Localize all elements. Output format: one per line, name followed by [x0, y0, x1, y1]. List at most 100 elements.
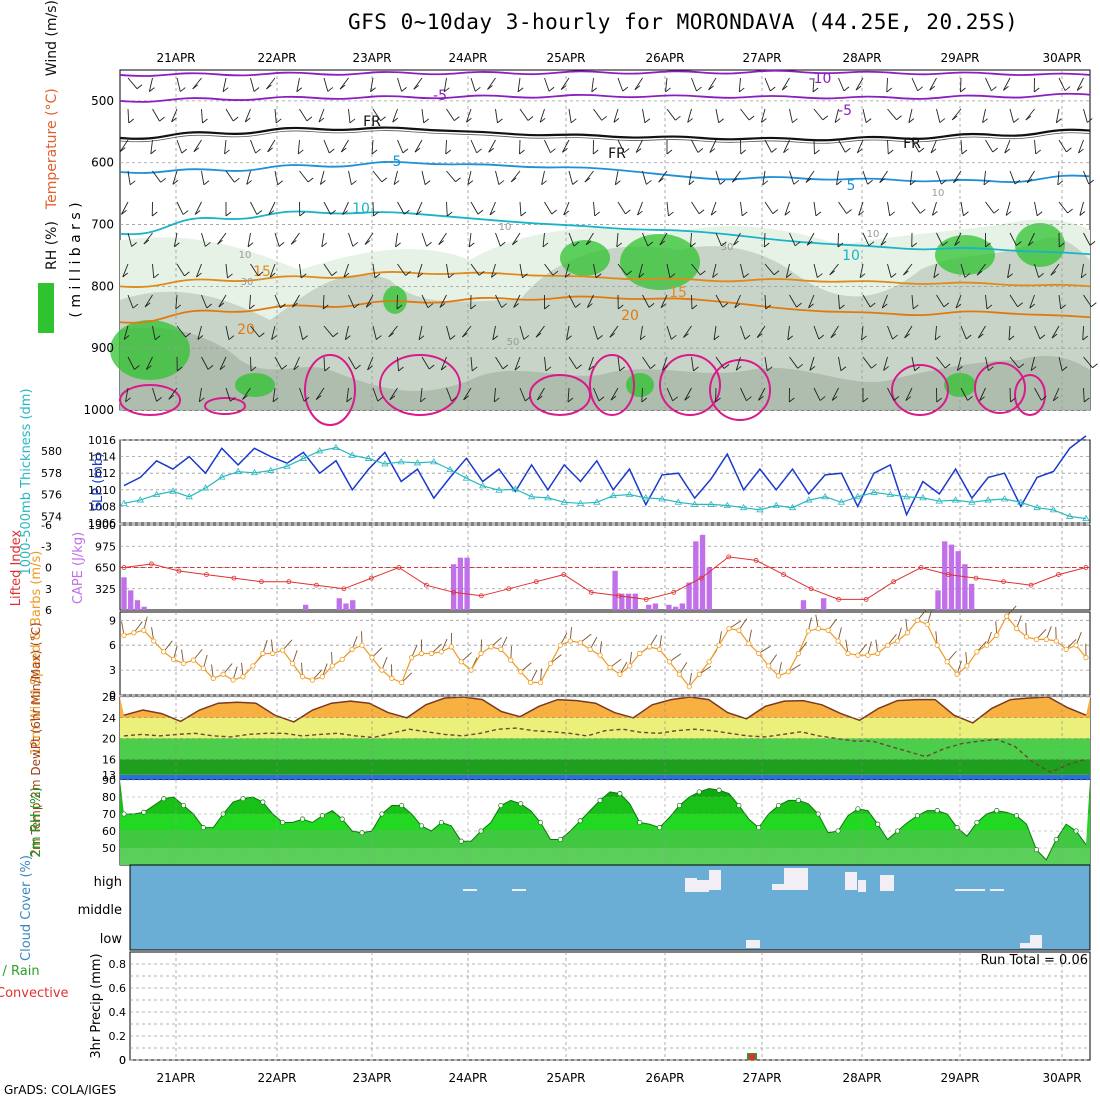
- wind-barb: [593, 108, 603, 121]
- wind-barb-flag: [541, 180, 547, 186]
- temp-contour-FR: [119, 126, 1091, 142]
- wind-barb-flag: [1008, 335, 1015, 341]
- wind-barb: [960, 139, 963, 154]
- wind-barb-flag: [957, 366, 963, 371]
- rh-moist-blob: [235, 373, 275, 397]
- wind-barb: [936, 108, 941, 123]
- wind-barb-flag: [1079, 211, 1086, 216]
- wind-barb-flag: [502, 364, 509, 370]
- wind-barb-flag: [637, 210, 643, 216]
- wind-barb: [666, 263, 671, 278]
- wind-barb-flag: [576, 364, 582, 370]
- wind-barb-flag: [834, 118, 841, 123]
- wind-speed-point: [587, 646, 593, 652]
- wind-barb-flag: [765, 304, 772, 310]
- wind-barb-flag: [328, 148, 335, 154]
- wind-barb: [371, 139, 374, 154]
- pressure-units-text: ( m i l l i b a r s ): [68, 202, 84, 317]
- wind-barb: [960, 325, 967, 340]
- wind-speed-point: [647, 644, 653, 650]
- wind-barb: [568, 294, 576, 308]
- wind-barb-flag: [822, 115, 829, 121]
- wind-barb-flag: [550, 148, 556, 154]
- cape-bar: [619, 593, 625, 610]
- wind-barb-flag: [181, 148, 188, 154]
- wind-barb: [789, 232, 796, 246]
- rh-point: [1053, 836, 1059, 843]
- wind-barb-flag: [869, 302, 876, 308]
- wind-barb: [1079, 201, 1084, 216]
- rh-point: [319, 813, 325, 819]
- wind-speed-point: [230, 677, 236, 683]
- wind-barb-flag: [404, 209, 410, 215]
- wind-barb: [201, 170, 205, 185]
- wind-barb-flag: [552, 270, 559, 276]
- wind-barb-flag: [219, 365, 226, 371]
- wind-speed-point: [815, 625, 821, 632]
- slp-tick-label: 1012: [88, 467, 116, 480]
- rh-legend-swatch: [38, 283, 54, 333]
- thickness-point: [854, 493, 862, 500]
- thickness-point: [756, 506, 764, 513]
- li-point: [781, 572, 787, 577]
- wind-barb: [463, 387, 472, 401]
- wind-barb-flag: [1056, 118, 1062, 124]
- wind-barb-flag: [880, 241, 887, 246]
- wind-barb: [588, 356, 594, 371]
- wind-barb-flag: [1087, 118, 1093, 123]
- wind-speed-point: [984, 642, 990, 648]
- slp-ylabel-text: SLP (mb): [91, 453, 106, 512]
- wind-barb: [1007, 263, 1011, 278]
- wind-barb: [1080, 263, 1084, 278]
- bottom-day-label: 30APR: [1042, 1071, 1081, 1085]
- wind-speed-point: [756, 650, 762, 657]
- cape-bar: [343, 603, 349, 610]
- thickness-point: [723, 501, 731, 508]
- wind-barb: [446, 387, 452, 402]
- wind-barb-flag: [454, 116, 460, 121]
- thickness-point: [511, 485, 520, 492]
- wind-speed-point: [180, 660, 187, 667]
- wind-barb-flag: [594, 211, 601, 217]
- wind-barb-flag: [721, 241, 727, 247]
- wind-speed-point: [369, 655, 375, 661]
- temp-band: [120, 717, 1090, 739]
- wind-barb-flag: [194, 210, 201, 215]
- rh-point: [696, 789, 702, 795]
- wind-barb: [242, 387, 251, 400]
- wind-barb: [192, 77, 202, 90]
- rh-shading: [110, 219, 1090, 410]
- bottom-day-label: 23APR: [352, 1071, 391, 1085]
- thickness-tick-label: 580: [41, 445, 62, 458]
- wind-tick-label: 0: [109, 689, 116, 702]
- wind-barb-flag: [527, 116, 534, 121]
- wind-barb: [666, 387, 674, 401]
- cloud-ylabel: Cloud Cover (%): [19, 855, 34, 961]
- wind-barb: [734, 294, 741, 308]
- wind-barb: [348, 170, 352, 185]
- wind-barb-flag: [763, 242, 770, 248]
- wind-barb-flag: [818, 334, 825, 340]
- wind-barb: [709, 139, 717, 153]
- wind-barb-flag: [563, 210, 570, 216]
- wind-barb-flag: [887, 149, 894, 155]
- precip-panel-frame: [129, 951, 1091, 1061]
- wind-barb: [567, 387, 570, 402]
- li-point: [973, 575, 979, 581]
- wind-barb: [929, 77, 937, 91]
- wind-barb: [322, 294, 325, 310]
- wind-barb: [659, 232, 668, 246]
- contour-label: 50: [507, 337, 520, 348]
- li-point: [478, 593, 484, 599]
- contour-label: -10: [809, 71, 832, 87]
- wind-barb-flag: [622, 86, 629, 92]
- cape-bar: [693, 541, 699, 610]
- slp-tick-label: 1016: [88, 434, 116, 447]
- wind-barb: [838, 201, 847, 214]
- wind-barb-flag: [829, 270, 835, 276]
- wind-barb: [789, 294, 797, 308]
- li-point: [313, 582, 319, 588]
- wind-barb-flag: [373, 211, 379, 217]
- wind-barb: [397, 263, 406, 276]
- wind-barb: [735, 356, 741, 371]
